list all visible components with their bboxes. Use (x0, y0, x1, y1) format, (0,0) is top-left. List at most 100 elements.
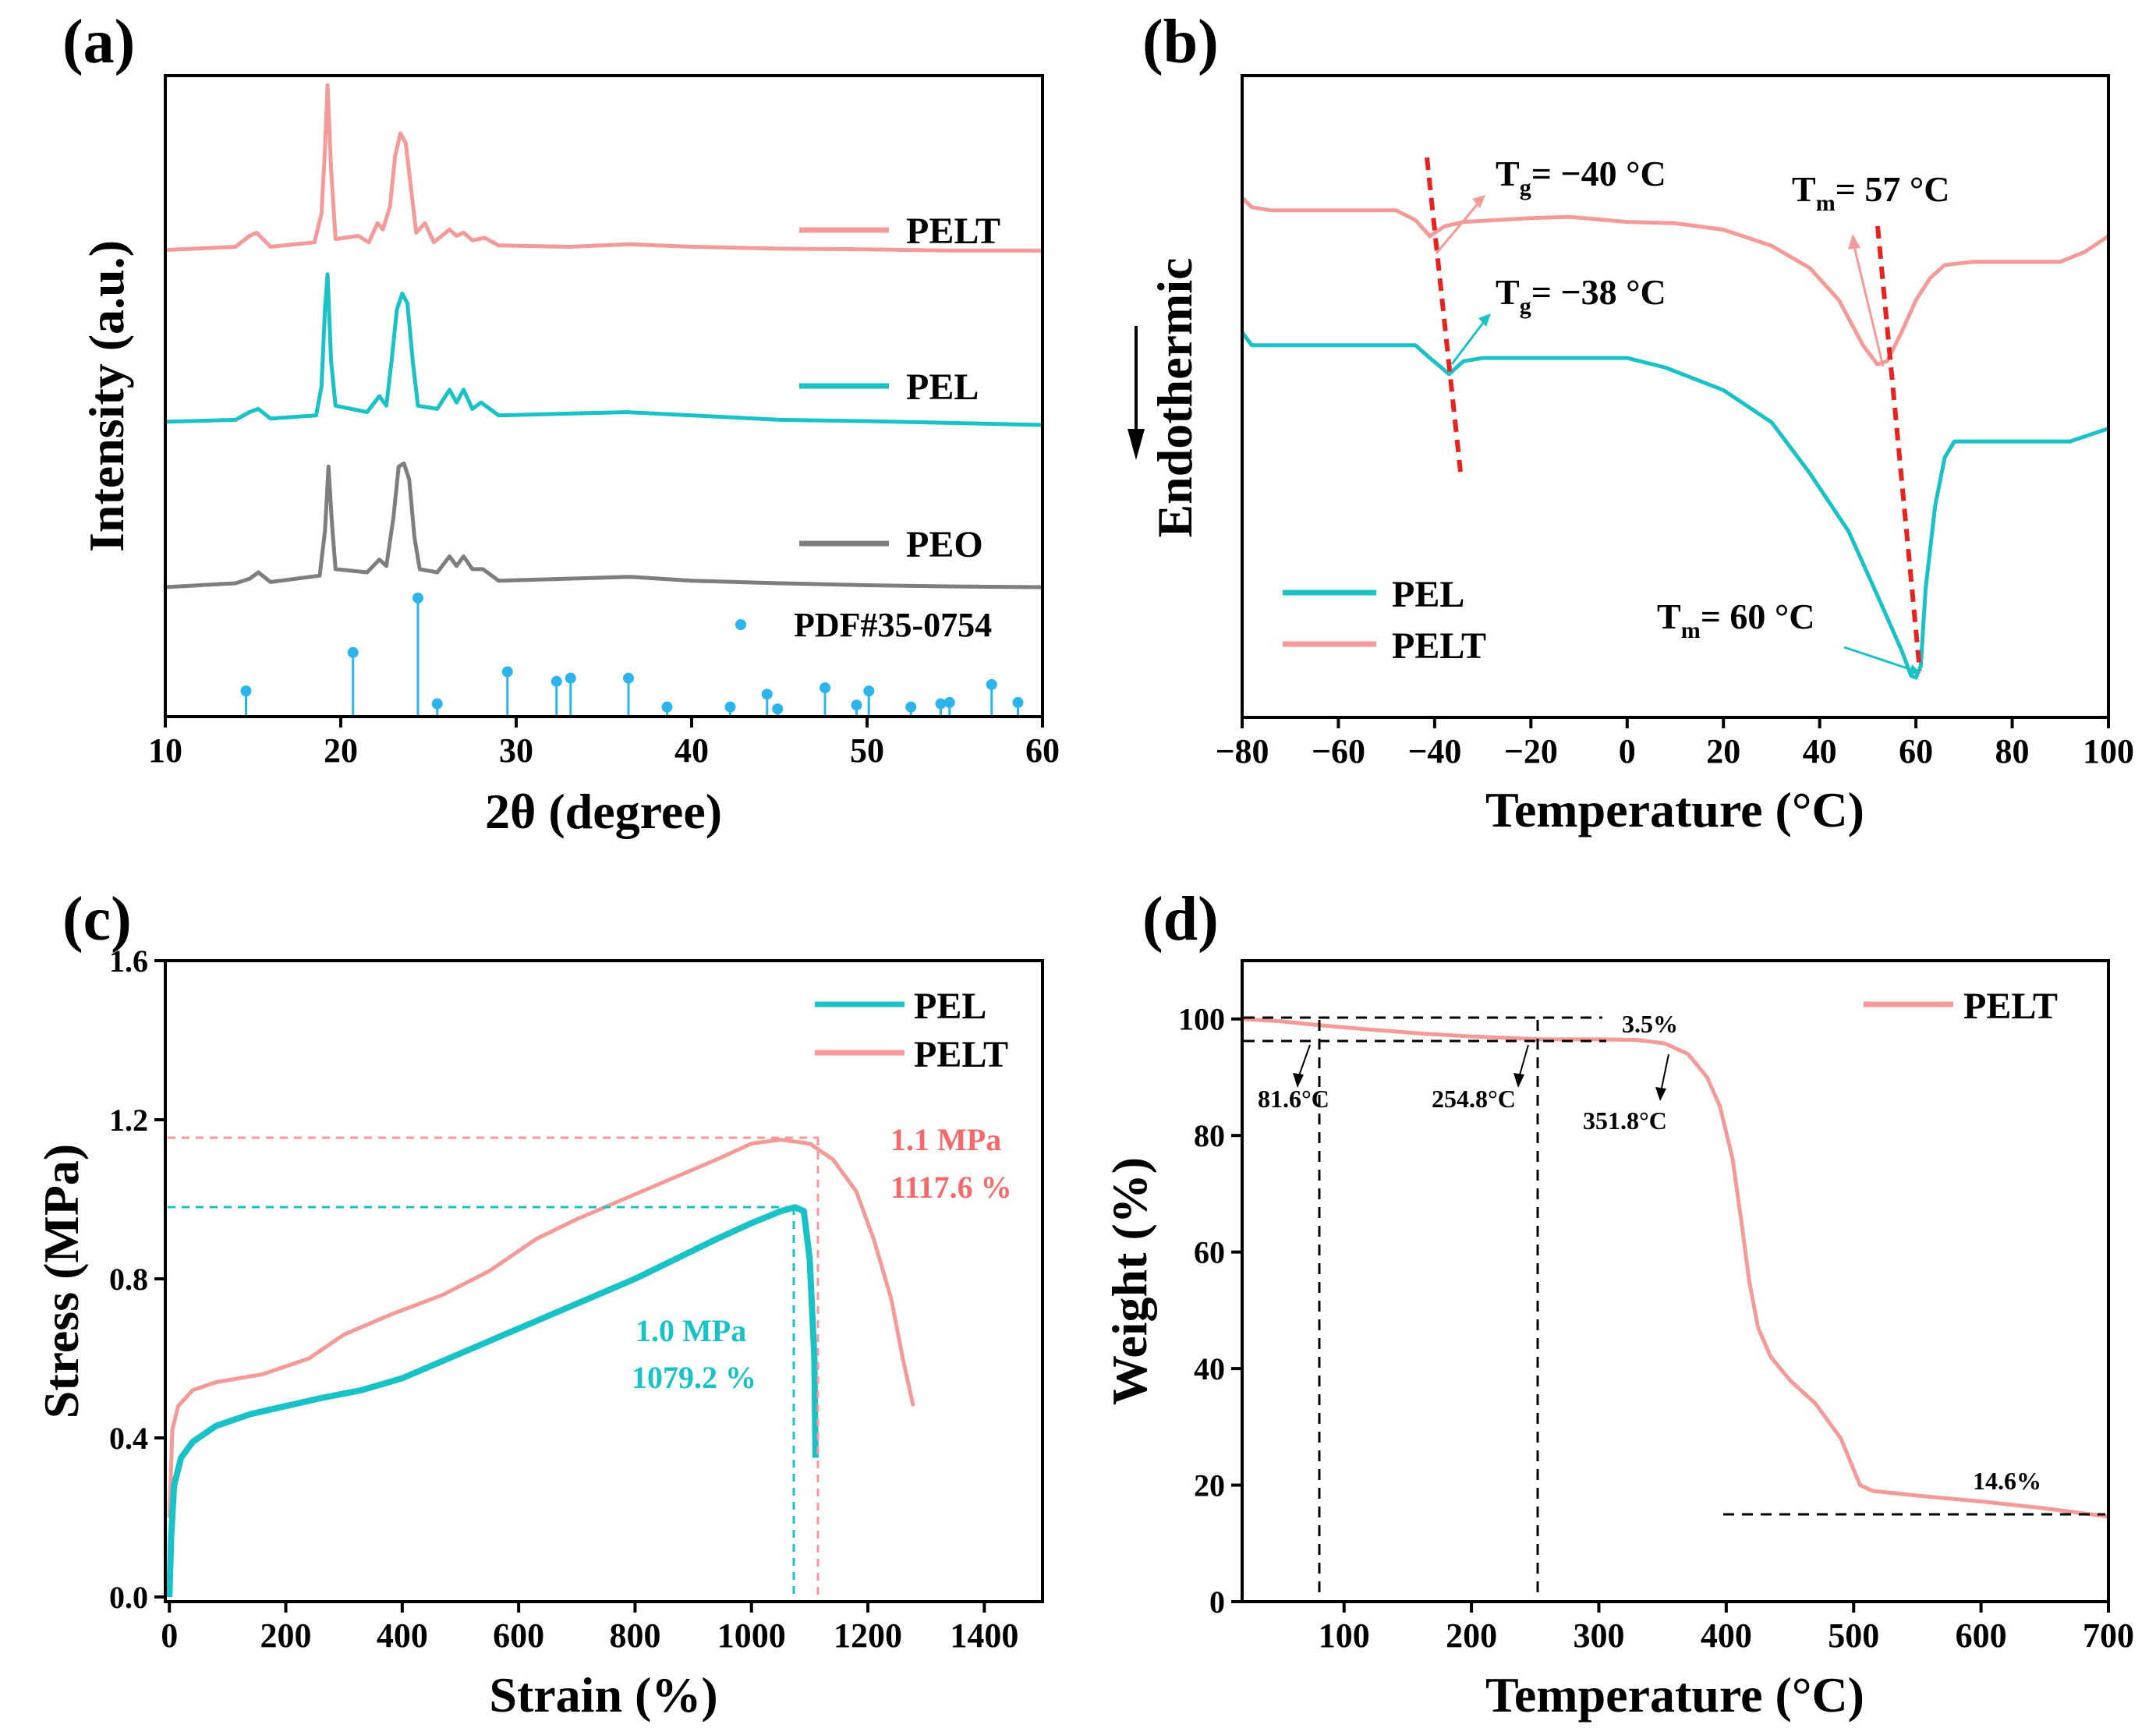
panel-d-x-label: Temperature (°C) (1485, 1667, 1864, 1723)
a-x-tick-label: 50 (850, 731, 884, 770)
b-x-tick-label: 40 (1803, 732, 1837, 770)
xrd-pel-line (165, 272, 1043, 427)
panel-a: (a) 10 20 30 40 50 60 2θ (degree) Intensity (… (62, 8, 1060, 839)
c-x-tick-label: 800 (609, 1616, 660, 1655)
b-x-tick-label: 80 (1995, 732, 2030, 770)
d-x-tick-label: 200 (1446, 1616, 1497, 1655)
tga-residue-annotation: 14.6% (1973, 1467, 2041, 1495)
d-x-tick-label: 700 (2083, 1616, 2134, 1655)
d-y-tick-label: 20 (1194, 1468, 1225, 1503)
c-y-tick-label: 0.0 (109, 1580, 148, 1615)
legend-pel-label-a: PEL (906, 366, 979, 408)
pdf-reference-marker (986, 678, 997, 690)
tm-pelt-arrow (1853, 246, 1885, 367)
b-x-tick-label: 0 (1619, 732, 1636, 770)
pdf-reference-marker (863, 685, 875, 697)
c-x-tick-label: 1200 (834, 1616, 902, 1655)
tg-pelt-annotation: Tg= −40 °C (1496, 154, 1666, 200)
a-x-tick-label: 10 (148, 731, 182, 770)
d-y-tick-label: 0 (1209, 1585, 1225, 1620)
c-x-tick-label: 1400 (950, 1616, 1018, 1655)
endothermic-arrow-head-icon (1128, 429, 1145, 460)
tga-81-annotation: 81.6°C (1258, 1085, 1329, 1113)
pel-strain-annotation: 1079.2 % (632, 1360, 756, 1395)
tm-pelt-annotation: Tm= 57 °C (1792, 169, 1950, 216)
pel-stress-annotation: 1.0 MPa (635, 1313, 746, 1348)
tm-pel-annotation: Tm= 60 °C (1657, 597, 1815, 643)
legend-pdf-marker (735, 619, 746, 630)
pelt-stress-annotation: 1.1 MPa (890, 1122, 1001, 1157)
c-y-tick-label: 0.4 (109, 1421, 148, 1456)
panel-b: (b) −80 −60 −40 −20 0 20 40 60 80 100 Temperature… (1128, 8, 2134, 837)
b-x-tick-label: −40 (1407, 732, 1461, 770)
panel-a-x-ticks: 10 20 30 40 50 60 (148, 717, 1060, 770)
pelt-strain-annotation: 1117.6 % (890, 1170, 1012, 1205)
pdf-reference-marker (623, 672, 634, 684)
tga-254-annotation: 254.8°C (1432, 1085, 1516, 1113)
legend-peo-label-a: PEO (906, 524, 983, 565)
b-x-tick-label: 100 (2083, 732, 2134, 770)
panel-c-label: (c) (62, 885, 132, 954)
panel-d-plot-area (1241, 1017, 2109, 1519)
d-y-tick-label: 60 (1194, 1235, 1225, 1270)
panel-d-frame (1241, 959, 2110, 1603)
pdf-reference-marker (820, 682, 830, 694)
b-x-tick-label: −80 (1215, 732, 1269, 770)
d-x-tick-label: 500 (1828, 1616, 1879, 1655)
tga-loss-annotation: 3.5% (1622, 1010, 1678, 1038)
d-x-tick-label: 300 (1573, 1616, 1624, 1655)
dsc-pelt-line (1241, 196, 2110, 366)
panel-d: (d) 100 200 300 400 500 600 700 0 20 40 60 80 100 Te… (1102, 885, 2134, 1723)
panel-d-label: (d) (1142, 885, 1219, 954)
c-x-tick-label: 200 (260, 1616, 312, 1655)
panel-b-x-ticks: −80 −60 −40 −20 0 20 40 60 80 100 (1215, 717, 2134, 770)
panel-a-label: (a) (62, 8, 135, 76)
stress-pelt-line (167, 1138, 915, 1518)
tm-pel-arrow-head-icon (1909, 664, 1920, 675)
b-x-tick-label: 20 (1706, 732, 1740, 770)
a-x-tick-label: 40 (674, 731, 709, 770)
pdf-reference-marker (905, 701, 917, 713)
b-x-tick-label: −60 (1312, 732, 1365, 770)
a-x-tick-label: 30 (499, 731, 533, 770)
legend-pel-label-b: PEL (1392, 574, 1464, 615)
c-y-tick-label: 0.8 (109, 1262, 148, 1297)
c-x-tick-label: 600 (493, 1616, 544, 1655)
pdf-reference-marker (724, 701, 736, 713)
xrd-pelt-line (165, 83, 1043, 253)
legend-pdf-label: PDF#35-0754 (794, 606, 992, 644)
tm-pelt-arrow-head-icon (1848, 234, 1860, 250)
panel-a-plot-area (165, 83, 1043, 717)
legend-pelt-label-c: PELT (914, 1034, 1008, 1075)
tm-pel-arrow (1843, 646, 1915, 672)
pdf-reference-marker (1012, 696, 1024, 708)
d-y-tick-label: 80 (1194, 1118, 1225, 1153)
legend-pelt-label-b: PELT (1392, 625, 1486, 667)
c-x-tick-label: 400 (377, 1616, 428, 1655)
d-y-tick-label: 100 (1178, 1002, 1225, 1037)
b-x-tick-label: 60 (1899, 732, 1933, 770)
panel-c: (c) 0 200 400 600 800 1000 1200 1400 0.0 0.4 0.8 1.… (34, 885, 1044, 1723)
panel-a-frame (164, 74, 1044, 718)
pdf-reference-marker (240, 685, 252, 697)
pdf-reference-marker (412, 592, 423, 604)
a-x-tick-label: 60 (1025, 731, 1060, 770)
d-x-tick-label: 600 (1956, 1616, 2007, 1655)
xrd-peo-line (165, 461, 1043, 590)
panel-b-x-label: Temperature (°C) (1485, 782, 1864, 837)
tg-pelt-arrow (1435, 200, 1482, 254)
tg-pel-annotation: Tg= −38 °C (1496, 272, 1666, 319)
pdf-reference-marker (661, 701, 673, 713)
panel-a-x-label: 2θ (degree) (485, 784, 722, 839)
panel-b-frame (1241, 74, 2110, 719)
c-y-tick-label: 1.2 (109, 1103, 148, 1138)
legend-pel-label-c: PEL (914, 986, 986, 1027)
panel-d-ticks: 100 200 300 400 500 600 700 0 20 40 60 80 100 (1178, 1002, 2134, 1655)
pdf-reference-marker (943, 696, 955, 708)
panel-d-y-label: Weight (%) (1102, 1157, 1157, 1405)
tg-pelt-arrow-head-icon (1472, 195, 1485, 208)
pdf-reference-marker (347, 646, 359, 658)
pdf-reference-marker (501, 666, 513, 678)
stress-pel-line (166, 1204, 819, 1598)
